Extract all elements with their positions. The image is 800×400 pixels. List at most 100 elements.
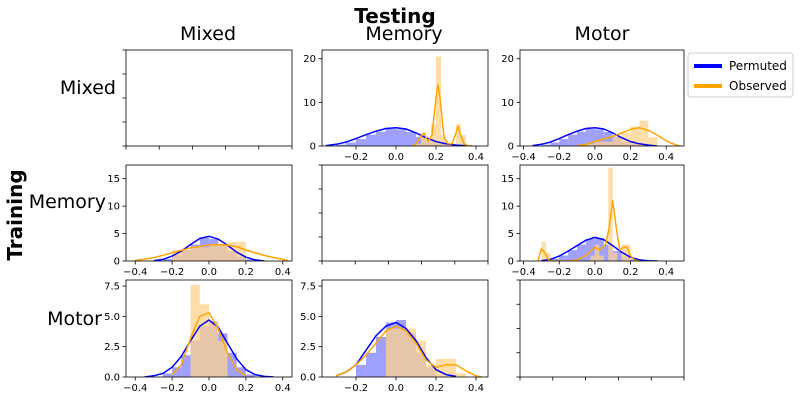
panel-mixed-motor-frame xyxy=(519,49,685,147)
panel-mixed-motor-observed-bar xyxy=(603,141,613,146)
panel-motor-mixed-observed-bar xyxy=(209,321,219,377)
panel-memory-motor-ytick-label: 15 xyxy=(501,174,514,185)
panel-mixed-motor-observed-bar xyxy=(648,137,658,146)
panel-memory-mixed-permuted-bar xyxy=(245,259,256,261)
panel-mixed-memory-ytick-label: 0 xyxy=(310,142,316,153)
panel-memory-mixed-xtick-label: 0.4 xyxy=(275,267,291,278)
panel-mixed-memory-xtick-label: −0.2 xyxy=(344,152,368,163)
panel-motor-memory-xtick-label: 0.4 xyxy=(468,383,484,394)
panel-memory-motor-ytick-label: 10 xyxy=(501,202,514,213)
panel-memory-motor-plot-area xyxy=(537,167,658,261)
panel-memory-motor-observed-bar xyxy=(612,252,618,261)
panel-memory-motor-permuted-bar xyxy=(585,239,595,261)
panel-memory-memory xyxy=(318,164,489,265)
legend-label-permuted: Permuted xyxy=(729,59,787,73)
panel-memory-motor-permuted-bar xyxy=(568,250,578,261)
panel-mixed-memory-observed-bar xyxy=(446,143,451,146)
panel-mixed-motor-xtick-label: −0.2 xyxy=(547,152,571,163)
panel-motor-memory-observed-bar xyxy=(456,373,466,377)
panel-mixed-memory-observed-bar xyxy=(421,132,426,146)
panel-motor-motor-frame xyxy=(519,279,685,378)
panel-memory-motor-xtick-label: 0.0 xyxy=(587,267,603,278)
panel-mixed-memory-observed-bar xyxy=(436,56,441,146)
panel-mixed-memory-permuted-bar xyxy=(396,129,406,146)
panel-motor-mixed: −0.4 −0.2 0.0 0.2 0.4 0.0 2.5 5.0 7.5 xyxy=(104,279,293,394)
panel-memory-mixed-plot-area xyxy=(135,235,289,261)
panel-mixed-memory-permuted-bar xyxy=(376,131,386,146)
panel-mixed-memory-permuted-bar xyxy=(406,132,416,146)
panel-mixed-memory-plot-area xyxy=(325,56,473,146)
panel-mixed-motor-ytick-label: 0 xyxy=(508,142,514,153)
panel-mixed-motor-permuted-bar xyxy=(559,139,569,146)
panel-motor-mixed-ytick-label: 5.0 xyxy=(104,312,120,323)
panel-memory-mixed-ytick-label: 15 xyxy=(107,174,120,185)
panel-memory-mixed-observed-kde-line xyxy=(135,243,289,261)
panel-memory-mixed-xtick-label: −0.2 xyxy=(160,267,184,278)
panel-motor-memory: −0.2 0.0 0.2 0.4 0.0 2.5 5.0 7.5 xyxy=(300,279,489,394)
panel-motor-memory-ytick-label: 2.5 xyxy=(300,342,316,353)
panel-mixed-motor-xtick-label: 0.0 xyxy=(587,152,603,163)
panel-memory-mixed-permuted-bar xyxy=(162,258,173,261)
panel-motor-memory-permuted-bar xyxy=(356,364,366,377)
panel-mixed-motor-observed-kde-line xyxy=(576,126,681,146)
panel-mixed-motor-permuted-bar xyxy=(585,128,595,146)
panel-motor-mixed-permuted-bar xyxy=(227,352,237,377)
panel-mixed-mixed-frame xyxy=(125,49,293,147)
row-label-motor: Motor xyxy=(47,308,102,330)
panel-motor-memory-xtick-label: 0.2 xyxy=(428,383,444,394)
panel-memory-motor-ytick-label: 0 xyxy=(508,257,514,268)
panel-motor-memory-observed-bar xyxy=(426,364,436,377)
panel-mixed-motor-permuted-bar xyxy=(541,144,551,146)
panel-motor-memory-observed-bar xyxy=(396,328,406,377)
panel-memory-motor-ytick-label: 5 xyxy=(508,229,514,240)
panel-mixed-memory-observed-bar xyxy=(416,143,421,146)
row-label-mixed: Mixed xyxy=(60,77,116,99)
panel-memory-motor-observed-bar xyxy=(594,244,600,261)
panel-motor-mixed-observed-bar xyxy=(199,304,209,377)
panel-mixed-memory-permuted-bar xyxy=(366,134,376,146)
panel-mixed-memory-permuted-bar xyxy=(336,144,346,146)
panel-mixed-motor-permuted-bar xyxy=(568,134,578,146)
panel-memory-motor-observed-bar xyxy=(626,244,631,261)
panel-motor-memory-plot-area xyxy=(335,320,483,377)
panel-memory-motor-xtick-label: −0.4 xyxy=(511,267,535,278)
panel-mixed-memory-observed-bar xyxy=(426,139,431,146)
panel-memory-motor-permuted-bar xyxy=(577,244,586,261)
panel-motor-mixed-permuted-bar xyxy=(245,374,256,377)
panel-motor-mixed-xtick-label: 0.2 xyxy=(238,383,254,394)
panel-mixed-motor: −0.4 −0.2 0.0 0.2 0.4 0 10 20 xyxy=(501,49,685,163)
panel-memory-motor-permuted-bar xyxy=(559,255,569,261)
panel-motor-mixed-xtick-label: −0.4 xyxy=(123,383,147,394)
panel-mixed-motor-observed-bar xyxy=(630,126,640,146)
legend-label-observed: Observed xyxy=(729,79,787,93)
panel-mixed-motor-xtick-label: 0.4 xyxy=(658,152,674,163)
panel-memory-motor-xtick-label: −0.2 xyxy=(547,267,571,278)
panel-memory-mixed-xtick-label: 0.0 xyxy=(201,267,217,278)
panel-motor-mixed-ytick-label: 0.0 xyxy=(104,373,120,384)
panel-memory-mixed-permuted-kde-line xyxy=(153,235,265,261)
figure-title: Testing xyxy=(354,4,435,28)
panel-memory-motor-xtick-label: 0.2 xyxy=(623,267,639,278)
panel-mixed-motor-observed-bar xyxy=(612,137,622,146)
panel-memory-motor-observed-bar xyxy=(545,252,551,261)
panel-memory-motor-observed-kde-line xyxy=(537,199,640,261)
panel-mixed-motor-observed-bar xyxy=(585,143,595,146)
panel-mixed-memory-ytick-label: 10 xyxy=(303,98,316,109)
legend: Permuted Observed xyxy=(687,52,794,98)
panel-motor-mixed-xtick-label: −0.2 xyxy=(160,383,184,394)
panel-mixed-memory-observed-bar xyxy=(441,135,446,146)
figure-ylabel: Training xyxy=(3,169,27,260)
panel-mixed-motor-permuted-bar xyxy=(550,142,560,146)
column-title-memory: Memory xyxy=(365,23,442,45)
panel-motor-memory-observed-kde-line xyxy=(335,325,483,377)
panel-mixed-motor-xtick-label: −0.4 xyxy=(511,152,535,163)
row-label-memory: Memory xyxy=(29,191,106,213)
subplot-grid: −0.2 0.0 0.2 0.4 0 10 20 −0.4 −0.2 0.0 0.2 0.4 0 10 20… xyxy=(104,49,685,394)
panel-mixed-memory-xtick-label: 0.0 xyxy=(388,152,404,163)
panel-memory-mixed-xtick-label: 0.2 xyxy=(238,267,254,278)
panel-memory-mixed-observed-bar xyxy=(209,244,228,261)
panel-mixed-motor-permuted-bar xyxy=(594,129,604,146)
panel-motor-mixed-ytick-label: 2.5 xyxy=(104,342,120,353)
panel-mixed-motor-plot-area xyxy=(532,120,681,146)
